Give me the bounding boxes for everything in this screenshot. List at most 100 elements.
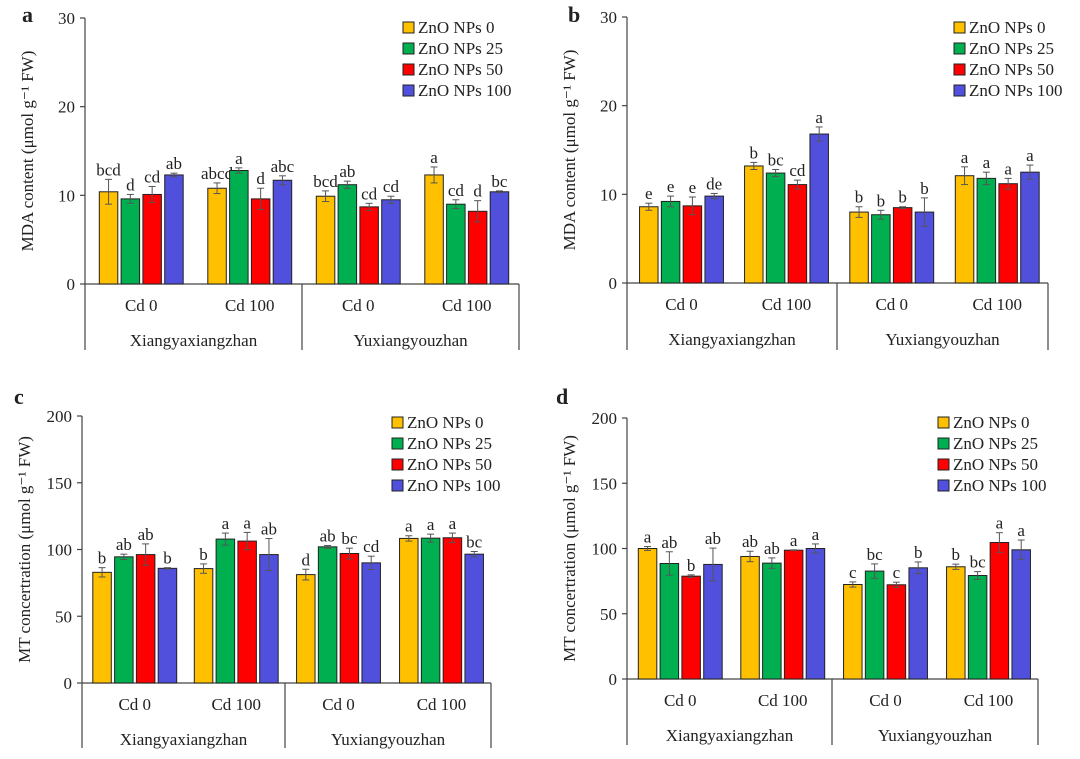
bar — [849, 211, 869, 284]
bar — [908, 567, 928, 680]
legend-entry: ZnO NPs 25 — [418, 39, 503, 58]
bar — [164, 174, 184, 285]
x-group-label: Xiangyaxiangzhan — [120, 730, 248, 749]
x-category-label: Cd 100 — [762, 295, 812, 314]
significance-letter: a — [790, 531, 798, 550]
bar — [967, 575, 988, 680]
bar — [250, 198, 271, 285]
legend-entry: ZnO NPs 50 — [953, 455, 1038, 474]
bar — [114, 556, 134, 684]
bar — [1020, 171, 1040, 284]
significance-letter: b — [750, 143, 759, 162]
legend-swatch — [953, 21, 966, 34]
significance-letter: cd — [363, 537, 380, 556]
y-tick-label: 10 — [58, 186, 75, 205]
bar — [98, 191, 119, 285]
bar — [762, 562, 782, 680]
bar — [703, 563, 723, 680]
bar — [989, 541, 1010, 680]
significance-letter: b — [877, 191, 886, 210]
bar — [871, 214, 891, 284]
bar — [864, 570, 885, 680]
bar — [361, 562, 381, 684]
x-category-label: Cd 100 — [417, 695, 467, 714]
legend-entry: ZnO NPs 100 — [418, 81, 512, 100]
significance-letter: b — [98, 549, 107, 568]
bar — [1011, 549, 1031, 680]
bar — [120, 198, 141, 285]
x-category-label: Cd 0 — [322, 695, 355, 714]
x-group-label: Yuxiangyouzhan — [353, 331, 468, 350]
y-tick-label: 200 — [592, 409, 618, 428]
significance-letter: a — [243, 513, 251, 532]
legend-entry: ZnO NPs 50 — [418, 60, 503, 79]
x-category-label: Cd 0 — [869, 691, 902, 710]
bar — [660, 200, 681, 284]
significance-letter: c — [849, 563, 857, 582]
significance-letter: d — [256, 169, 265, 188]
legend-swatch — [391, 458, 404, 471]
x-category-label: Cd 100 — [211, 695, 261, 714]
bar — [639, 206, 659, 284]
legend-swatch — [937, 437, 950, 450]
x-group-label: Xiangyaxiangzhan — [666, 726, 794, 745]
significance-letter: cd — [789, 161, 806, 180]
x-category-label: Cd 0 — [664, 691, 697, 710]
bar — [976, 177, 997, 284]
bar — [142, 193, 162, 285]
significance-letter: bc — [341, 529, 358, 548]
significance-letter: d — [302, 550, 311, 569]
significance-letter: ab — [138, 525, 154, 544]
bar — [954, 175, 975, 284]
x-category-label: Cd 0 — [342, 296, 375, 315]
y-tick-label: 0 — [67, 275, 76, 294]
y-tick-label: 10 — [600, 185, 617, 204]
x-category-label: Cd 100 — [758, 691, 808, 710]
significance-letter: ab — [261, 520, 277, 539]
legend-entry: ZnO NPs 100 — [407, 476, 501, 495]
significance-letter: ab — [764, 539, 780, 558]
legend-entry: ZnO NPs 25 — [407, 434, 492, 453]
x-group-label: Xiangyaxiangzhan — [130, 331, 258, 350]
significance-letter: a — [427, 515, 435, 534]
bar — [805, 548, 826, 680]
bar — [946, 566, 966, 680]
y-tick-label: 30 — [58, 9, 75, 28]
legend-entry: ZnO NPs 0 — [418, 18, 495, 37]
legend-swatch — [937, 458, 950, 471]
bar — [489, 191, 510, 285]
significance-letter: e — [645, 184, 653, 203]
bar — [783, 549, 804, 680]
x-category-label: Cd 100 — [972, 295, 1022, 314]
x-group-label: Yuxiangyouzhan — [885, 330, 1000, 349]
significance-letter: b — [898, 188, 907, 207]
significance-letter: b — [163, 549, 172, 568]
x-category-label: Cd 0 — [875, 295, 908, 314]
significance-letter: bc — [867, 545, 884, 564]
x-category-label: Cd 0 — [665, 295, 698, 314]
bar — [682, 205, 703, 284]
significance-letter: a — [449, 514, 457, 533]
bar — [420, 537, 441, 684]
significance-letter: ab — [661, 533, 677, 552]
bar — [317, 546, 338, 684]
y-tick-label: 50 — [55, 607, 72, 626]
significance-letter: c — [893, 563, 901, 582]
significance-letter: b — [920, 179, 929, 198]
bar — [193, 568, 214, 684]
bar — [681, 575, 701, 680]
bar — [337, 184, 358, 285]
legend-entry: ZnO NPs 50 — [407, 455, 492, 474]
x-category-label: Cd 100 — [442, 296, 492, 315]
bar — [207, 187, 227, 285]
bar — [843, 584, 863, 680]
significance-letter: d — [126, 175, 135, 194]
x-category-label: Cd 100 — [964, 691, 1014, 710]
significance-letter: ab — [166, 154, 182, 173]
bar — [446, 203, 466, 285]
significance-letter: e — [689, 178, 697, 197]
panel-d-mt-chart: d 0 50 100 150 200 MT concertration (μmol g⁻¹ … — [556, 384, 1047, 745]
significance-letter: cd — [448, 181, 465, 200]
bar — [215, 538, 236, 684]
significance-letter: bc — [970, 553, 987, 572]
